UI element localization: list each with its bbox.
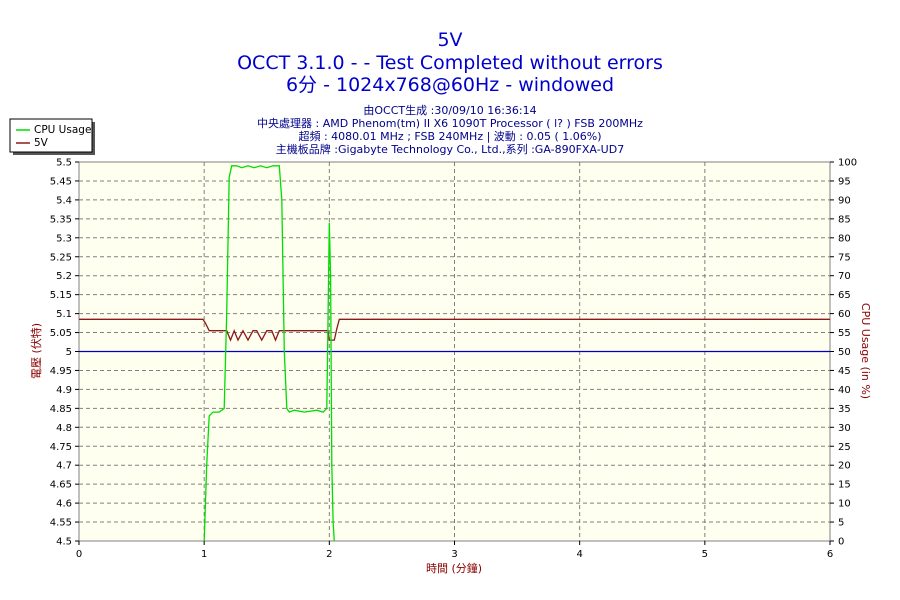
x-tick-label: 3	[451, 549, 457, 560]
y-right-tick-label: 40	[838, 385, 851, 396]
y-left-tick-label: 5.05	[50, 328, 72, 339]
y-left-tick-label: 4.8	[56, 423, 72, 434]
y-right-tick-label: 55	[838, 328, 851, 339]
legend: CPU Usage 5V	[9, 118, 95, 155]
y-right-tick-label: 85	[838, 214, 851, 225]
y-right-tick-label: 80	[838, 233, 851, 244]
y-right-tick-label: 75	[838, 252, 851, 263]
legend-label-5v: 5V	[34, 137, 49, 149]
y-left-tick-label: 4.85	[50, 404, 72, 415]
y-right-tick-label: 100	[838, 158, 857, 169]
series-line-cpu-usage	[203, 165, 335, 541]
x-tick-label: 0	[76, 549, 82, 560]
y-left-tick-label: 4.75	[50, 442, 72, 453]
x-axis-label: 時間 (分鐘)	[426, 561, 482, 575]
x-axis-ticks: 0 1 2 3 4 5 6	[76, 541, 833, 560]
info-line-motherboard: 主機板品牌 :Gigabyte Technology Co., Ltd.,系列 …	[276, 142, 624, 156]
y-axis-left-label: 電壓 (伏特)	[29, 323, 43, 379]
y-axis-left-ticks: 4.5 4.55 4.6 4.65 4.7 4.75 4.8 4.85 4.9 4.95 5 5.05…	[50, 158, 79, 548]
y-left-tick-label: 5.3	[56, 233, 72, 244]
y-left-tick-label: 5.2	[56, 271, 72, 282]
x-tick-label: 6	[827, 549, 833, 560]
x-tick-label: 4	[576, 549, 582, 560]
grid-horizontal	[79, 180, 830, 523]
y-left-tick-label: 4.7	[56, 461, 72, 472]
y-right-tick-label: 15	[838, 480, 851, 491]
x-tick-label: 5	[702, 549, 708, 560]
y-right-tick-label: 30	[838, 423, 851, 434]
y-right-tick-label: 10	[838, 499, 851, 510]
y-right-tick-label: 25	[838, 442, 851, 453]
chart-subtitle-line-1: OCCT 3.1.0 - - Test Completed without er…	[237, 52, 663, 74]
y-left-tick-label: 5.5	[56, 158, 72, 169]
x-tick-label: 1	[201, 549, 207, 560]
y-axis-right-label: CPU Usage (in %)	[859, 303, 872, 399]
info-line-overclock: 超頻 : 4080.01 MHz ; FSB 240MHz | 波動 : 0.0…	[298, 129, 601, 143]
y-right-tick-label: 95	[838, 176, 851, 187]
y-left-tick-label: 5.45	[50, 176, 72, 187]
legend-label-cpu-usage: CPU Usage	[34, 124, 91, 136]
y-left-tick-label: 4.5	[56, 537, 72, 548]
y-left-tick-label: 5.4	[56, 195, 72, 206]
y-left-tick-label: 5.1	[56, 309, 72, 320]
chart-title: 5V	[437, 29, 462, 51]
y-right-tick-label: 20	[838, 461, 851, 472]
y-right-tick-label: 50	[838, 347, 851, 358]
y-left-tick-label: 4.95	[50, 366, 72, 377]
y-right-tick-label: 5	[838, 518, 844, 529]
y-axis-right-ticks: 0 5 10 15 20 25 30 35 40 45 50 55 60 65 70 75 80 85 90 95 10…	[830, 158, 857, 548]
y-left-tick-label: 5	[66, 347, 72, 358]
info-line-cpu: 中央處理器 : AMD Phenom(tm) II X6 1090T Proce…	[257, 116, 643, 130]
y-right-tick-label: 90	[838, 195, 851, 206]
series-line-5v	[79, 318, 830, 342]
y-right-tick-label: 45	[838, 366, 851, 377]
y-right-tick-label: 70	[838, 271, 851, 282]
y-left-tick-label: 4.9	[56, 385, 72, 396]
y-right-tick-label: 65	[838, 290, 851, 301]
y-right-tick-label: 35	[838, 404, 851, 415]
y-left-tick-label: 5.15	[50, 290, 72, 301]
y-left-tick-label: 5.35	[50, 214, 72, 225]
y-right-tick-label: 60	[838, 309, 851, 320]
y-left-tick-label: 4.55	[50, 518, 72, 529]
x-tick-label: 2	[326, 549, 332, 560]
legend-box	[9, 118, 93, 153]
y-right-tick-label: 0	[838, 537, 844, 548]
y-left-tick-label: 4.65	[50, 480, 72, 491]
y-left-tick-label: 5.25	[50, 252, 72, 263]
y-left-tick-label: 4.6	[56, 499, 72, 510]
chart-subtitle-line-2: 6分 - 1024x768@60Hz - windowed	[286, 74, 614, 96]
info-line-generated: 由OCCT生成 :30/09/10 16:36:14	[363, 103, 536, 117]
